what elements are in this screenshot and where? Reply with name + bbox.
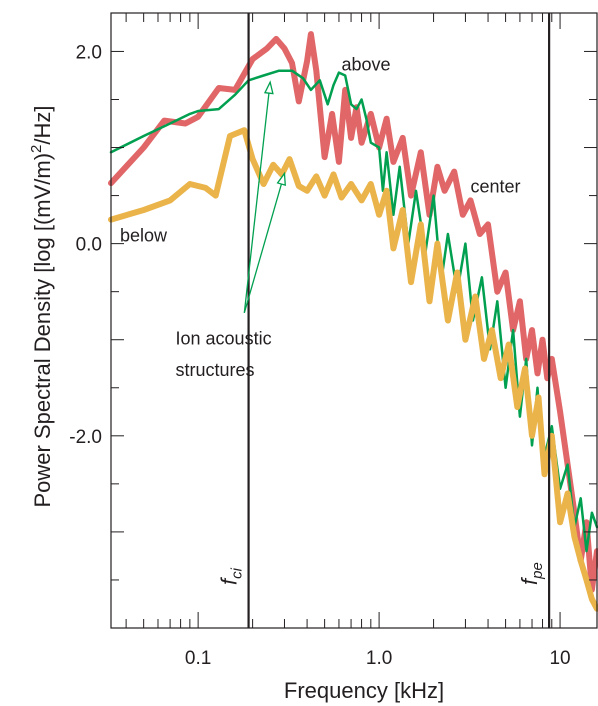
series-line-center [109, 69, 598, 553]
annotation-structures: structures [176, 360, 255, 380]
annotation-arrow-head [263, 80, 274, 95]
marker-label-main: f [217, 576, 242, 585]
annotation-layer: above center below Ion acoustic structures [120, 55, 521, 381]
annotation-ion-acoustic: Ion acoustic [176, 329, 272, 349]
annotation-arrow-layer [243, 80, 286, 313]
marker-label-fpe: fpe [517, 562, 546, 585]
marker-label-sub: ci [229, 567, 246, 579]
marker-label-sub: pe [529, 562, 546, 580]
y-axis-title-unit: /Hz] [30, 105, 55, 144]
y-axis-title: Power Spectral Density [log [(mV/m)2/Hz] [28, 105, 55, 507]
annotation-arrow-line [243, 173, 286, 313]
tick-layer [111, 13, 597, 629]
y-tick-label: 2.0 [76, 42, 102, 63]
series-line-below [108, 127, 598, 612]
plot-frame [110, 12, 598, 629]
series-line-above [108, 31, 598, 593]
x-tick-label: 1.0 [366, 648, 392, 669]
y-tick-label: 0.0 [76, 235, 102, 256]
series-layer [108, 31, 598, 612]
y-tick-label: -2.0 [69, 427, 102, 448]
tick-label-layer: 0.1 1.0 10 2.0 0.0 -2.0 [69, 42, 570, 669]
annotation-arrow-head [276, 171, 286, 187]
marker-label-fci: fci [217, 567, 246, 585]
x-tick-label: 10 [549, 648, 570, 669]
annotation-center: center [471, 177, 521, 197]
y-axis-title-main: Power Spectral Density [log [(mV/m) [30, 153, 55, 508]
y-axis-title-superscript: 2 [28, 145, 45, 153]
marker-label-main: f [517, 576, 542, 585]
x-tick-label: 0.1 [185, 648, 211, 669]
annotation-above: above [342, 55, 391, 75]
annotation-arrow-line [243, 82, 271, 313]
x-axis-title: Frequency [kHz] [284, 678, 444, 703]
annotation-below: below [120, 226, 168, 246]
